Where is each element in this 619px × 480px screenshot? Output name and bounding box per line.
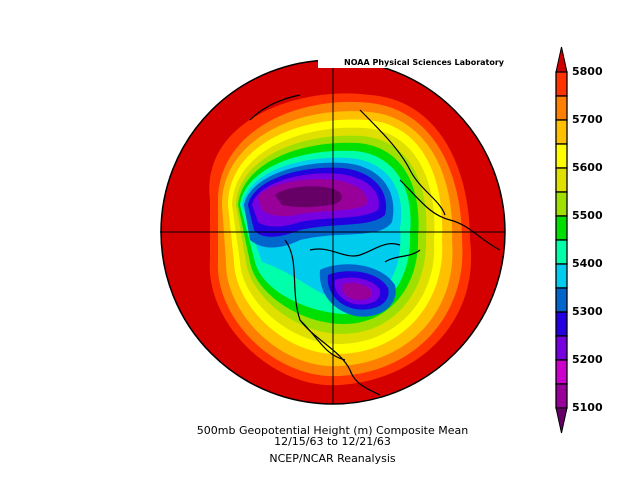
colorbar (555, 46, 568, 434)
colorbar-swatch (555, 239, 568, 265)
colorbar-swatch (555, 95, 568, 121)
data-source: NCEP/NCAR Reanalysis (269, 452, 396, 465)
date-range: 12/15/63 to 12/21/63 (274, 435, 391, 448)
colorbar-label: 5500 (572, 209, 603, 222)
colorbar-label: 5600 (572, 161, 603, 174)
colorbar-swatch (555, 191, 568, 217)
colorbar-label: 5400 (572, 257, 603, 270)
colorbar-swatch (555, 71, 568, 97)
colorbar-label: 5300 (572, 305, 603, 318)
colorbar-label: 5700 (572, 113, 603, 126)
credit-label: NOAA Physical Sciences Laboratory (318, 57, 508, 68)
plot-title: 500mb Geopotential Height (m) Composite … (196, 424, 469, 437)
colorbar-swatch (555, 119, 568, 145)
colorbar-swatch (555, 359, 568, 385)
contour-5150 (258, 179, 372, 300)
colorbar-label: 5800 (572, 65, 603, 78)
colorbar-swatch (555, 167, 568, 193)
colorbar-arrow-above (555, 46, 568, 73)
colorbar-swatch (555, 311, 568, 337)
coastlines (249, 94, 501, 396)
colorbar-arrow-below (555, 407, 568, 434)
colorbar-label: 5100 (572, 401, 603, 414)
contour-5100 (275, 186, 342, 208)
colorbar-swatch (555, 287, 568, 313)
colorbar-swatch (555, 215, 568, 241)
colorbar-swatch (555, 263, 568, 289)
height-field (161, 60, 505, 404)
colorbar-label: 5200 (572, 353, 603, 366)
colorbar-swatch (555, 383, 568, 409)
colorbar-swatch (555, 143, 568, 169)
colorbar-swatch (555, 335, 568, 361)
